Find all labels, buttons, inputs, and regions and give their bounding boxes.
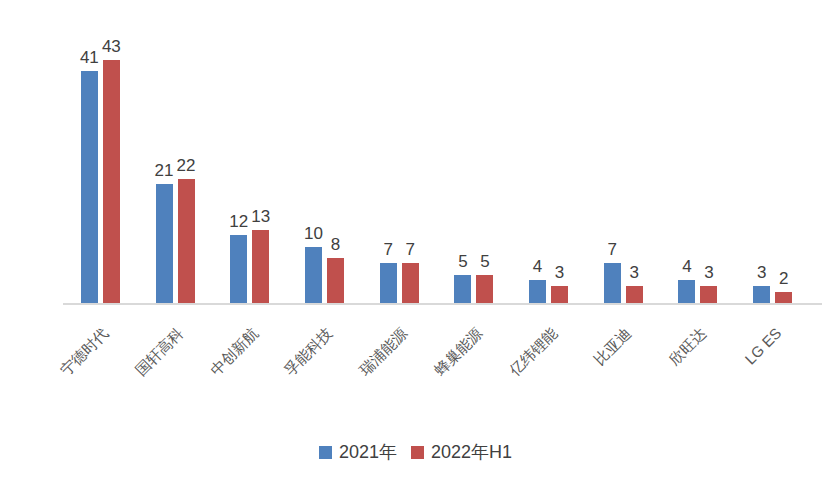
x-axis-category-label: 瑞浦能源 (357, 325, 411, 379)
bar-series-1: 4 (678, 280, 695, 303)
x-axis-category-label: 欣旺达 (666, 325, 709, 368)
x-axis-slot: 国轩高科 (138, 305, 213, 417)
bar-group: 55 (437, 0, 512, 303)
data-label: 7 (383, 241, 392, 258)
bar-chart: 414321221213108775543734332 宁德时代国轩高科中创新航… (0, 0, 831, 487)
legend-swatch-icon (411, 446, 424, 459)
x-axis-category-label: LG ES (741, 325, 784, 368)
bar-group: 43 (511, 0, 586, 303)
data-label: 13 (251, 208, 270, 225)
bar-group: 73 (586, 0, 661, 303)
x-axis-category-label: 蜂巢能源 (431, 325, 485, 379)
x-axis-category-label: 孚能科技 (282, 325, 336, 379)
x-axis-labels: 宁德时代国轩高科中创新航孚能科技瑞浦能源蜂巢能源亿纬锂能比亚迪欣旺达 LG ES (63, 305, 810, 417)
x-axis-slot: 瑞浦能源 (362, 305, 437, 417)
data-label: 3 (757, 264, 766, 281)
x-axis-category-label: 宁德时代 (58, 325, 112, 379)
data-label: 3 (630, 264, 639, 281)
legend-label: 2021年 (339, 443, 397, 461)
legend: 2021年 2022年H1 (0, 443, 831, 461)
x-axis-slot: LG ES (735, 305, 810, 417)
x-axis-slot: 中创新航 (212, 305, 287, 417)
data-label: 41 (80, 49, 99, 66)
bar-series-2: 5 (476, 275, 493, 303)
bar-series-1: 7 (604, 263, 621, 303)
data-label: 12 (229, 213, 248, 230)
legend-label: 2022年H1 (431, 443, 512, 461)
x-axis-slot: 蜂巢能源 (437, 305, 512, 417)
x-axis-slot: 欣旺达 (661, 305, 736, 417)
x-axis-category-label: 国轩高科 (133, 325, 187, 379)
legend-swatch-icon (319, 446, 332, 459)
x-axis-category-label: 中创新航 (207, 325, 261, 379)
data-label: 4 (682, 258, 691, 275)
bar-series-2: 3 (551, 286, 568, 303)
bar-series-1: 7 (380, 263, 397, 303)
bar-series-1: 4 (529, 280, 546, 303)
bar-series-1: 3 (753, 286, 770, 303)
bar-series-1: 12 (230, 235, 247, 303)
x-axis-slot: 比亚迪 (586, 305, 661, 417)
bar-group: 108 (287, 0, 362, 303)
bar-series-2: 8 (327, 258, 344, 303)
data-label: 22 (177, 157, 196, 174)
data-label: 2 (779, 270, 788, 287)
legend-item-1: 2021年 (319, 443, 397, 461)
plot-area: 414321221213108775543734332 (63, 0, 810, 303)
data-label: 21 (155, 162, 174, 179)
data-label: 7 (608, 241, 617, 258)
bar-series-2: 7 (402, 263, 419, 303)
bar-group: 43 (661, 0, 736, 303)
bar-series-2: 22 (178, 179, 195, 303)
data-label: 4 (533, 258, 542, 275)
bar-group: 2122 (138, 0, 213, 303)
x-axis-category-label: 比亚迪 (591, 325, 634, 368)
x-axis-slot: 孚能科技 (287, 305, 362, 417)
bar-series-2: 2 (775, 292, 792, 303)
bar-group: 1213 (212, 0, 287, 303)
data-label: 7 (405, 241, 414, 258)
x-axis-slot: 亿纬锂能 (511, 305, 586, 417)
data-label: 8 (331, 236, 340, 253)
legend-item-2: 2022年H1 (411, 443, 512, 461)
x-axis-slot: 宁德时代 (63, 305, 138, 417)
bar-group: 77 (362, 0, 437, 303)
bar-series-2: 3 (626, 286, 643, 303)
data-label: 3 (555, 264, 564, 281)
bar-series-1: 41 (81, 71, 98, 303)
bar-group: 4143 (63, 0, 138, 303)
bar-series-1: 10 (305, 247, 322, 304)
bar-series-2: 3 (700, 286, 717, 303)
data-label: 5 (480, 253, 489, 270)
bar-series-1: 5 (454, 275, 471, 303)
bar-group: 32 (735, 0, 810, 303)
x-axis-category-label: 亿纬锂能 (506, 325, 560, 379)
data-label: 43 (102, 38, 121, 55)
bar-series-2: 43 (103, 60, 120, 303)
data-label: 10 (304, 225, 323, 242)
bar-series-1: 21 (156, 184, 173, 303)
data-label: 5 (458, 253, 467, 270)
data-label: 3 (704, 264, 713, 281)
bar-series-2: 13 (252, 230, 269, 303)
